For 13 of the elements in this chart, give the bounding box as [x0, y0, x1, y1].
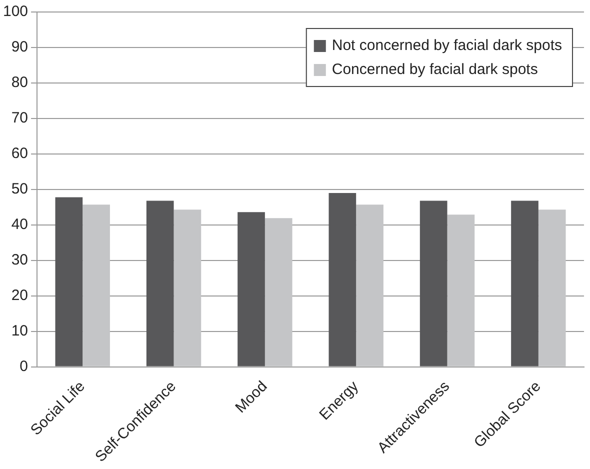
y-tick-label: 80: [11, 74, 28, 92]
y-tick-label: 90: [11, 38, 28, 56]
y-tick-label: 60: [11, 145, 28, 162]
legend-label: Not concerned by facial dark spots: [332, 37, 562, 54]
legend-label: Concerned by facial dark spots: [332, 61, 538, 78]
y-tick-label: 10: [11, 322, 28, 340]
y-tick-label: 40: [11, 216, 28, 234]
y-tick-label: 70: [11, 110, 28, 127]
y-tick-label: 50: [11, 180, 28, 198]
y-tick-label: 30: [11, 252, 28, 269]
y-tick-label: 100: [2, 3, 28, 20]
y-tick-label: 20: [11, 286, 28, 304]
y-tick-label: 0: [20, 358, 28, 375]
